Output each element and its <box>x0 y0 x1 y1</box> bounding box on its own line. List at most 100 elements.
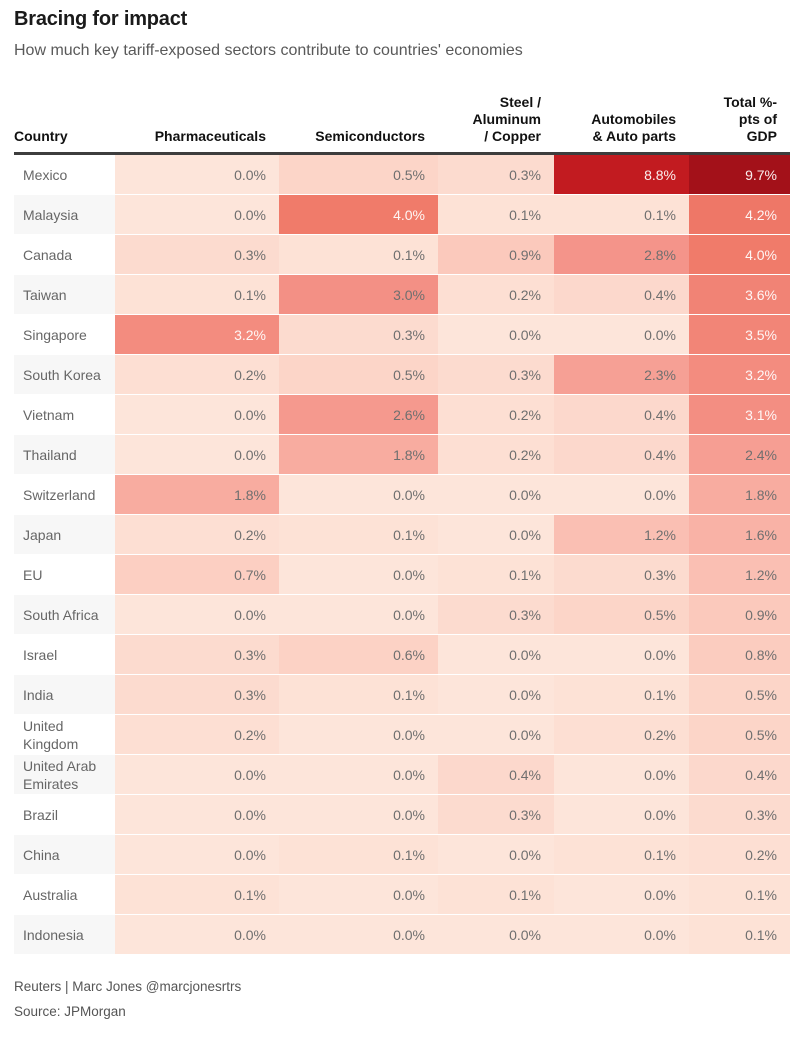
value-cell-total-pts-gdp: 3.6% <box>689 275 790 316</box>
value-cell-steel-aluminum-copper: 0.1% <box>438 195 554 236</box>
value-cell-semiconductors: 2.6% <box>279 395 438 436</box>
value-cell-total-pts-gdp: 4.2% <box>689 195 790 236</box>
value-cell-pharmaceuticals: 0.0% <box>115 595 279 636</box>
table-row: United Arab Emirates 0.0% 0.0% 0.4% 0.0%… <box>14 755 790 796</box>
value-cell-total-pts-gdp: 1.8% <box>689 475 790 516</box>
value-cell-semiconductors: 0.0% <box>279 795 438 836</box>
value-cell-semiconductors: 0.1% <box>279 235 438 276</box>
value-cell-automobiles-auto-parts: 8.8% <box>554 155 689 196</box>
value-cell-steel-aluminum-copper: 0.0% <box>438 675 554 716</box>
table-header-row: Country Pharmaceuticals Semiconductors S… <box>14 94 790 156</box>
value-cell-steel-aluminum-copper: 0.3% <box>438 795 554 836</box>
value-cell-pharmaceuticals: 0.3% <box>115 675 279 716</box>
value-cell-steel-aluminum-copper: 0.2% <box>438 435 554 476</box>
value-cell-steel-aluminum-copper: 0.2% <box>438 395 554 436</box>
value-cell-semiconductors: 0.6% <box>279 635 438 676</box>
table-row: United Kingdom 0.2% 0.0% 0.0% 0.2% 0.5% <box>14 715 790 756</box>
value-cell-semiconductors: 0.0% <box>279 555 438 596</box>
value-cell-automobiles-auto-parts: 0.0% <box>554 875 689 916</box>
value-cell-automobiles-auto-parts: 1.2% <box>554 515 689 556</box>
table-row: South Korea 0.2% 0.5% 0.3% 2.3% 3.2% <box>14 355 790 396</box>
value-cell-pharmaceuticals: 0.0% <box>115 755 279 796</box>
table-row: China 0.0% 0.1% 0.0% 0.1% 0.2% <box>14 835 790 876</box>
header-semiconductors: Semiconductors <box>315 128 425 145</box>
value-cell-steel-aluminum-copper: 0.4% <box>438 755 554 796</box>
value-cell-automobiles-auto-parts: 0.4% <box>554 395 689 436</box>
value-cell-semiconductors: 0.1% <box>279 835 438 876</box>
value-cell-total-pts-gdp: 0.1% <box>689 875 790 916</box>
value-cell-semiconductors: 4.0% <box>279 195 438 236</box>
value-cell-semiconductors: 0.0% <box>279 915 438 956</box>
value-cell-automobiles-auto-parts: 0.0% <box>554 915 689 956</box>
value-cell-total-pts-gdp: 3.1% <box>689 395 790 436</box>
value-cell-total-pts-gdp: 0.3% <box>689 795 790 836</box>
value-cell-total-pts-gdp: 3.2% <box>689 355 790 396</box>
table-row: Switzerland 1.8% 0.0% 0.0% 0.0% 1.8% <box>14 475 790 516</box>
table-row: South Africa 0.0% 0.0% 0.3% 0.5% 0.9% <box>14 595 790 636</box>
value-cell-steel-aluminum-copper: 0.0% <box>438 715 554 756</box>
country-label: Vietnam <box>14 395 115 436</box>
table-row: EU 0.7% 0.0% 0.1% 0.3% 1.2% <box>14 555 790 596</box>
table-body: Mexico 0.0% 0.5% 0.3% 8.8% 9.7% Malaysia… <box>14 155 790 956</box>
value-cell-pharmaceuticals: 0.0% <box>115 435 279 476</box>
header-automobiles-auto-parts: Automobiles & Auto parts <box>591 111 676 145</box>
value-cell-automobiles-auto-parts: 0.0% <box>554 315 689 356</box>
header-pharmaceuticals: Pharmaceuticals <box>154 128 266 145</box>
header-steel-aluminum-copper: Steel / Aluminum / Copper <box>472 94 541 145</box>
value-cell-steel-aluminum-copper: 0.2% <box>438 275 554 316</box>
value-cell-pharmaceuticals: 0.0% <box>115 395 279 436</box>
value-cell-automobiles-auto-parts: 2.8% <box>554 235 689 276</box>
value-cell-automobiles-auto-parts: 0.0% <box>554 475 689 516</box>
country-label: EU <box>14 555 115 596</box>
value-cell-semiconductors: 0.0% <box>279 715 438 756</box>
value-cell-automobiles-auto-parts: 2.3% <box>554 355 689 396</box>
value-cell-semiconductors: 3.0% <box>279 275 438 316</box>
value-cell-automobiles-auto-parts: 0.1% <box>554 195 689 236</box>
value-cell-semiconductors: 0.5% <box>279 355 438 396</box>
value-cell-total-pts-gdp: 0.5% <box>689 675 790 716</box>
value-cell-steel-aluminum-copper: 0.3% <box>438 155 554 196</box>
value-cell-automobiles-auto-parts: 0.0% <box>554 795 689 836</box>
country-label: Thailand <box>14 435 115 476</box>
value-cell-semiconductors: 0.0% <box>279 875 438 916</box>
country-label: South Korea <box>14 355 115 396</box>
value-cell-total-pts-gdp: 0.9% <box>689 595 790 636</box>
country-label: Indonesia <box>14 915 115 956</box>
value-cell-automobiles-auto-parts: 0.1% <box>554 835 689 876</box>
value-cell-total-pts-gdp: 0.1% <box>689 915 790 956</box>
value-cell-pharmaceuticals: 0.0% <box>115 835 279 876</box>
value-cell-pharmaceuticals: 0.2% <box>115 715 279 756</box>
value-cell-steel-aluminum-copper: 0.0% <box>438 515 554 556</box>
country-label: Australia <box>14 875 115 916</box>
country-label: India <box>14 675 115 716</box>
value-cell-pharmaceuticals: 0.0% <box>115 915 279 956</box>
table-row: Mexico 0.0% 0.5% 0.3% 8.8% 9.7% <box>14 155 790 196</box>
value-cell-total-pts-gdp: 0.4% <box>689 755 790 796</box>
country-label: Japan <box>14 515 115 556</box>
country-label: United Arab Emirates <box>14 755 115 796</box>
value-cell-semiconductors: 0.1% <box>279 515 438 556</box>
table-row: Malaysia 0.0% 4.0% 0.1% 0.1% 4.2% <box>14 195 790 236</box>
country-label: Brazil <box>14 795 115 836</box>
value-cell-steel-aluminum-copper: 0.0% <box>438 315 554 356</box>
table-row: Indonesia 0.0% 0.0% 0.0% 0.0% 0.1% <box>14 915 790 956</box>
country-label: Canada <box>14 235 115 276</box>
country-label: Israel <box>14 635 115 676</box>
heatmap-table: Country Pharmaceuticals Semiconductors S… <box>14 94 790 956</box>
value-cell-total-pts-gdp: 0.5% <box>689 715 790 756</box>
value-cell-automobiles-auto-parts: 0.5% <box>554 595 689 636</box>
table-row: Israel 0.3% 0.6% 0.0% 0.0% 0.8% <box>14 635 790 676</box>
value-cell-semiconductors: 0.0% <box>279 755 438 796</box>
value-cell-steel-aluminum-copper: 0.3% <box>438 355 554 396</box>
table-row: Taiwan 0.1% 3.0% 0.2% 0.4% 3.6% <box>14 275 790 316</box>
chart-title: Bracing for impact <box>14 8 188 30</box>
value-cell-total-pts-gdp: 0.8% <box>689 635 790 676</box>
country-label: South Africa <box>14 595 115 636</box>
header-country: Country <box>14 128 68 145</box>
country-label: China <box>14 835 115 876</box>
country-label: Singapore <box>14 315 115 356</box>
value-cell-pharmaceuticals: 0.0% <box>115 195 279 236</box>
value-cell-semiconductors: 0.0% <box>279 475 438 516</box>
value-cell-semiconductors: 0.1% <box>279 675 438 716</box>
